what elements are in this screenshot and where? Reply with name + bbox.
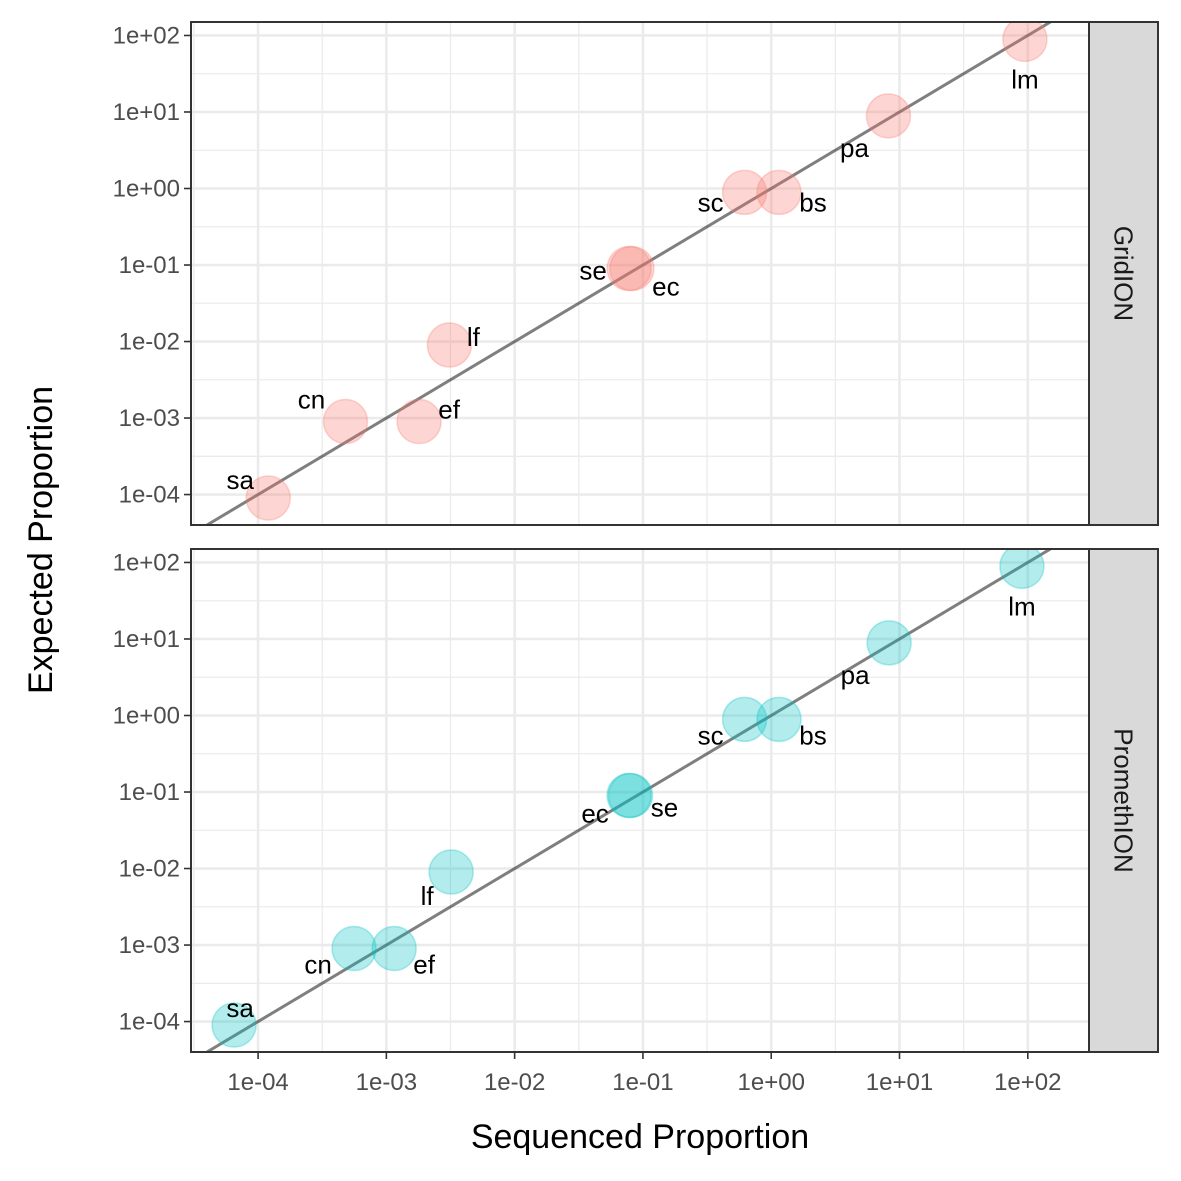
y-tick-label: 1e-02 xyxy=(119,329,180,356)
facet-strip: GridION xyxy=(1088,21,1159,526)
point-sc xyxy=(721,169,768,216)
point-bs xyxy=(756,696,802,743)
y-tick-label: 1e+01 xyxy=(113,99,180,126)
points xyxy=(245,22,1048,521)
point-lm xyxy=(1002,22,1048,63)
y-axis-title-group: Expected Proportion xyxy=(22,386,60,694)
x-tick-label: 1e-04 xyxy=(227,1069,288,1096)
point-label-pa: pa xyxy=(840,133,869,163)
point-label-ef: ef xyxy=(438,395,460,425)
point-label-se: se xyxy=(579,256,606,286)
point-label-lm: lm xyxy=(1008,591,1035,621)
gridlines xyxy=(191,549,1089,1052)
y-tick-label: 1e+00 xyxy=(113,702,180,729)
point-ef xyxy=(371,925,417,972)
x-tick-label: 1e-01 xyxy=(612,1069,673,1096)
point-lf xyxy=(428,849,474,895)
point-cn xyxy=(331,925,377,972)
point-se xyxy=(607,772,654,819)
point-label-bs: bs xyxy=(799,720,826,750)
point-sc xyxy=(721,696,768,743)
panel-background xyxy=(191,22,1089,525)
point-pa xyxy=(866,620,912,666)
y-tick-label: 1e+01 xyxy=(113,626,180,653)
point-lf xyxy=(426,322,473,368)
y-tick-label: 1e-01 xyxy=(119,252,180,279)
point-label-cn: cn xyxy=(298,385,325,415)
y-tick-label: 1e-04 xyxy=(119,1009,180,1036)
point-lm xyxy=(999,549,1045,590)
point-sa xyxy=(245,475,291,521)
facet-strip-background xyxy=(1088,21,1159,526)
point-pa xyxy=(865,93,912,139)
point-label-ec: ec xyxy=(652,272,679,302)
y-tick-label: 1e-02 xyxy=(119,856,180,883)
point-label-cn: cn xyxy=(304,950,331,980)
point-ec xyxy=(609,245,655,292)
point-label-lf: lf xyxy=(421,881,435,911)
y-axis: 1e-04 1e-03 1e-02 1e-01 1e+00 1e+01 1e+02 xyxy=(113,549,191,1036)
panel-background xyxy=(191,549,1089,1052)
panel-promethion: 1e-04 1e-03 1e-02 1e-01 1e+00 1e+01 1e+02 sa cn e… xyxy=(113,548,1159,1053)
y-tick-label: 1e-01 xyxy=(119,779,180,806)
point-label-pa: pa xyxy=(841,660,870,690)
y-tick-label: 1e+02 xyxy=(113,549,180,576)
point-label-sa: sa xyxy=(227,465,255,495)
point-label-ef: ef xyxy=(413,950,435,980)
point-label-bs: bs xyxy=(799,187,826,217)
y-tick-label: 1e-04 xyxy=(119,482,180,509)
x-tick-label: 1e+01 xyxy=(866,1069,933,1096)
y-axis-title: Expected Proportion xyxy=(22,386,60,694)
x-tick-label: 1e-02 xyxy=(484,1069,545,1096)
point-cn xyxy=(322,398,369,445)
x-tick-label: 1e+02 xyxy=(994,1069,1061,1096)
facet-panels: 1e-04 1e-03 1e-02 1e-01 1e+00 1e+01 1e+02 sa cn e… xyxy=(113,21,1159,1053)
point-sa xyxy=(211,1002,257,1048)
point-label-lm: lm xyxy=(1011,64,1038,94)
y-tick-label: 1e-03 xyxy=(119,405,180,432)
point-ec xyxy=(606,772,652,819)
x-axis: 1e-04 1e-03 1e-02 1e-01 1e+00 1e+01 1e+02 xyxy=(227,1052,1061,1096)
gridlines xyxy=(191,22,1089,525)
point-label-sc: sc xyxy=(698,187,724,217)
points xyxy=(211,549,1045,1048)
x-tick-label: 1e-03 xyxy=(356,1069,417,1096)
point-se xyxy=(606,245,652,292)
point-bs xyxy=(756,169,802,216)
point-ef xyxy=(396,398,442,445)
point-label-sc: sc xyxy=(698,720,724,750)
facet-strip-background xyxy=(1088,548,1159,1053)
x-tick-label: 1e+00 xyxy=(738,1069,805,1096)
point-label-sa: sa xyxy=(226,993,254,1023)
point-label-lf: lf xyxy=(467,322,481,352)
point-label-ec: ec xyxy=(581,799,608,829)
x-axis-title-group: Sequenced Proportion xyxy=(471,1118,809,1156)
facet-strip: PromethION xyxy=(1088,548,1159,1053)
panel-gridion: 1e-04 1e-03 1e-02 1e-01 1e+00 1e+01 1e+02 sa cn e… xyxy=(113,21,1159,526)
y-axis: 1e-04 1e-03 1e-02 1e-01 1e+00 1e+01 1e+02 xyxy=(113,22,191,509)
identity-reference-line xyxy=(206,22,1052,525)
point-label-se: se xyxy=(651,793,678,823)
x-axis-title: Sequenced Proportion xyxy=(471,1118,809,1156)
y-tick-label: 1e+00 xyxy=(113,175,180,202)
identity-reference-line xyxy=(206,549,1052,1052)
y-tick-label: 1e+02 xyxy=(113,22,180,49)
facet-strip-label: GridION xyxy=(1109,226,1139,321)
y-tick-label: 1e-03 xyxy=(119,932,180,959)
facet-strip-label: PromethION xyxy=(1109,728,1139,873)
